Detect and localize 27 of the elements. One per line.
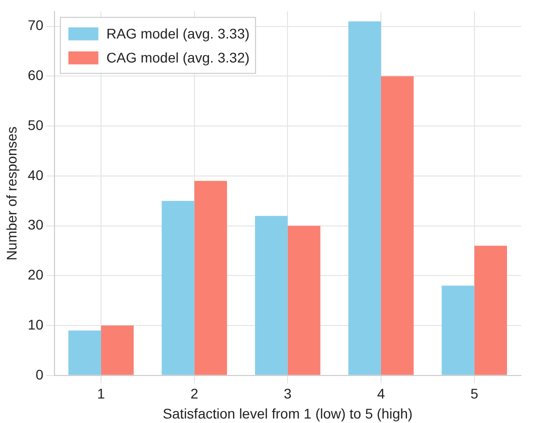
x-tick-label: 1 bbox=[97, 386, 106, 402]
bar bbox=[381, 76, 414, 375]
bar bbox=[348, 21, 382, 375]
bar bbox=[288, 226, 320, 375]
y-tick-label: 40 bbox=[28, 166, 44, 183]
y-axis-title: Number of responses bbox=[3, 126, 20, 260]
legend-label: CAG model (avg. 3.32) bbox=[106, 49, 250, 66]
y-tick-label: 50 bbox=[28, 116, 44, 133]
bar bbox=[474, 246, 507, 375]
bar bbox=[101, 326, 134, 375]
bar bbox=[162, 200, 194, 375]
y-tick-label: 0 bbox=[36, 366, 44, 382]
y-tick-label: 10 bbox=[28, 316, 44, 332]
y-tick-label: 30 bbox=[28, 216, 44, 233]
y-tick-label: 70 bbox=[28, 17, 44, 34]
bar bbox=[194, 180, 228, 375]
x-tick-label: 2 bbox=[190, 386, 198, 402]
y-tick-label: 20 bbox=[28, 266, 44, 283]
x-tick-label: 5 bbox=[470, 386, 478, 402]
bar bbox=[255, 216, 288, 375]
x-tick-label: 3 bbox=[284, 386, 292, 402]
legend-label: RAG model (avg. 3.33) bbox=[106, 25, 250, 42]
bar bbox=[442, 286, 474, 375]
x-axis-title: Satisfaction level from 1 (low) to 5 (high) bbox=[162, 405, 413, 422]
bar bbox=[68, 330, 102, 375]
y-tick-label: 60 bbox=[28, 67, 44, 84]
x-tick-label: 4 bbox=[377, 386, 386, 402]
